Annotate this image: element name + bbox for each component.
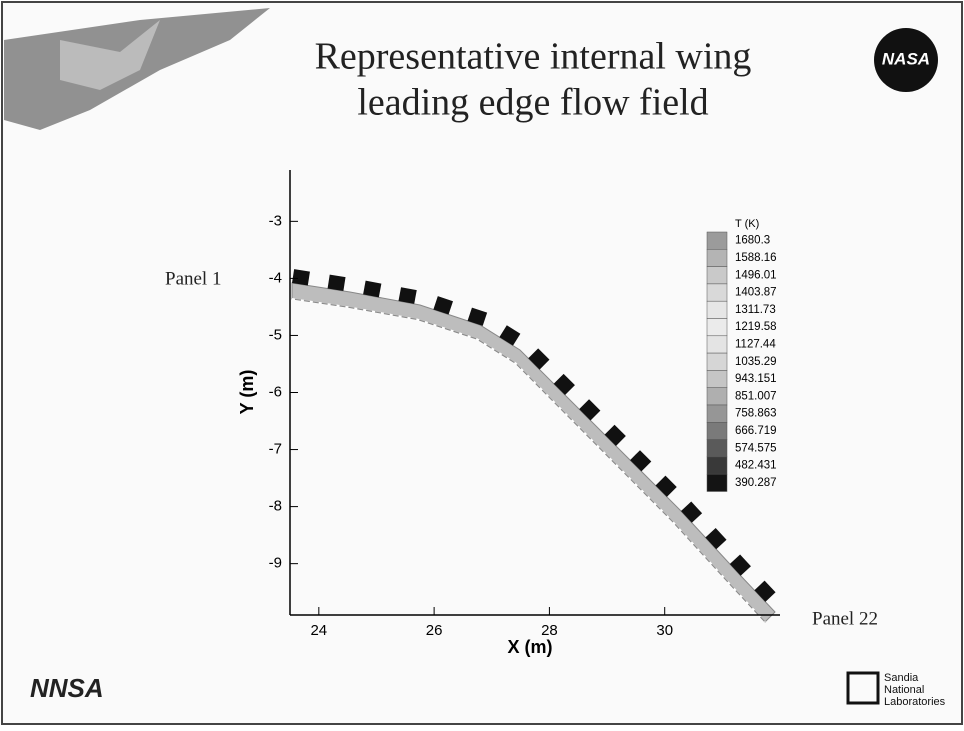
nasa-logo-text: NASA — [882, 49, 930, 68]
colorbar-label: 1496.01 — [735, 269, 777, 281]
x-tick-label: 28 — [541, 622, 558, 639]
y-tick-label: -5 — [269, 326, 282, 343]
x-tick-label: 30 — [656, 622, 673, 639]
colorbar-swatch — [707, 267, 727, 284]
colorbar-swatch — [707, 370, 727, 387]
y-tick-label: -3 — [269, 212, 282, 229]
colorbar-label: 1127.44 — [735, 338, 776, 350]
title-line: Representative internal wing — [315, 36, 752, 78]
colorbar-swatch — [707, 388, 727, 405]
colorbar-swatch — [707, 319, 727, 336]
colorbar-swatch — [707, 249, 727, 266]
y-tick-label: -6 — [269, 383, 282, 400]
colorbar-swatch — [707, 353, 727, 370]
colorbar-label: 1403.87 — [735, 287, 777, 299]
leading-edge-block — [328, 275, 346, 291]
colorbar-label: 943.151 — [735, 373, 777, 385]
y-axis-label: Y (m) — [237, 370, 257, 415]
title-line: leading edge flow field — [357, 82, 708, 124]
slide: Representative internal wing leading edg… — [0, 0, 964, 726]
x-tick-label: 26 — [426, 622, 443, 639]
colorbar-swatch — [707, 336, 727, 353]
annotation: Panel 22 — [812, 608, 878, 629]
colorbar-label: 1035.29 — [735, 356, 777, 368]
colorbar-swatch — [707, 232, 727, 249]
colorbar-label: 666.719 — [735, 425, 777, 437]
colorbar-title: T (K) — [735, 218, 759, 230]
leading-edge-block — [398, 287, 416, 304]
y-tick-label: -7 — [269, 441, 282, 458]
colorbar-swatch — [707, 440, 727, 457]
annotation: Panel 1 — [165, 268, 221, 289]
nnsa-logo: NNSA — [30, 673, 104, 703]
x-axis-label: X (m) — [508, 637, 553, 657]
leading-edge-block — [363, 281, 381, 298]
sandia-logo: Laboratories — [884, 696, 946, 708]
y-tick-label: -4 — [269, 269, 282, 286]
colorbar-label: 574.575 — [735, 442, 777, 454]
sandia-logo: Sandia — [884, 672, 919, 684]
colorbar-swatch — [707, 405, 727, 422]
colorbar-label: 390.287 — [735, 477, 777, 489]
sandia-logo: National — [884, 684, 924, 696]
leading-edge-block — [292, 269, 310, 285]
y-tick-label: -8 — [269, 498, 282, 515]
colorbar-label: 1680.3 — [735, 235, 770, 247]
colorbar-label: 482.431 — [735, 460, 777, 472]
colorbar-label: 1588.16 — [735, 252, 777, 264]
x-tick-label: 24 — [310, 622, 327, 639]
colorbar-swatch — [707, 474, 727, 491]
colorbar-swatch — [707, 284, 727, 301]
colorbar-label: 758.863 — [735, 408, 777, 420]
y-tick-label: -9 — [269, 555, 282, 572]
colorbar-swatch — [707, 457, 727, 474]
colorbar-label: 1311.73 — [735, 304, 776, 316]
colorbar-swatch — [707, 422, 727, 439]
colorbar-swatch — [707, 301, 727, 318]
colorbar-label: 851.007 — [735, 390, 777, 402]
page: {"title":["Representative internal wing"… — [0, 0, 964, 731]
colorbar-label: 1219.58 — [735, 321, 777, 333]
